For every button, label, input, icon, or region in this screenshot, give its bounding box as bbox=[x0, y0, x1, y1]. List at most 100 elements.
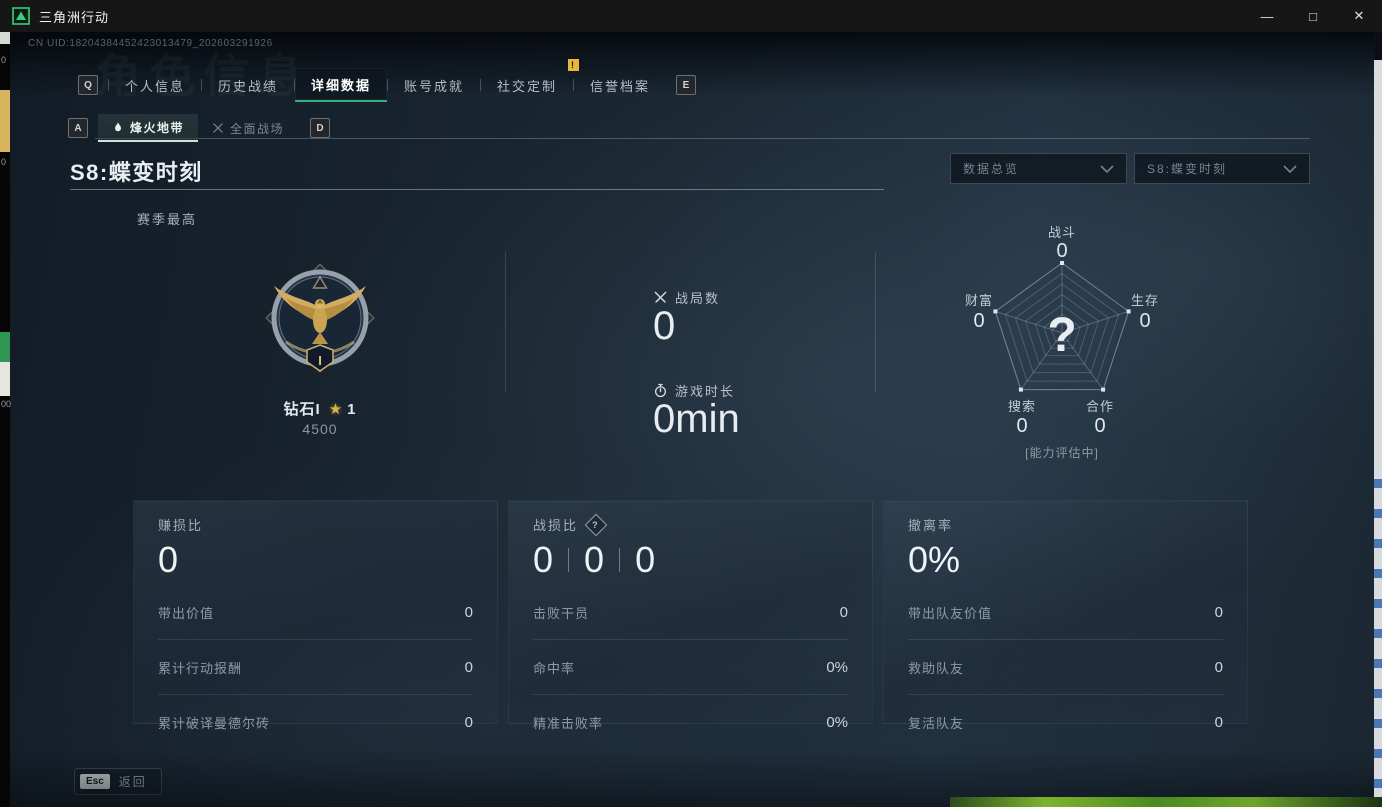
stat-value: 0 bbox=[464, 658, 473, 676]
chevron-down-icon bbox=[1283, 164, 1297, 173]
key-hint-q: Q bbox=[78, 75, 98, 95]
stat-label: 带出队友价值 bbox=[908, 605, 993, 621]
rank-tier-numeral: I bbox=[318, 353, 322, 368]
ability-radar-chart: ? 战斗 0 生存 0 合作 0 搜索 0 财富 0 [能力评估中] bbox=[912, 218, 1212, 468]
subtab-full-battlefield[interactable]: 全面战场 bbox=[198, 115, 298, 141]
kd-part: 0 bbox=[635, 539, 656, 580]
card-big-value: 0% bbox=[908, 539, 961, 580]
radar-center-placeholder: ? bbox=[1047, 309, 1076, 362]
desktop-edge-left: 0 0 00 bbox=[0, 32, 12, 807]
subtab-hazard-zone-label: 烽火地带 bbox=[130, 120, 185, 135]
data-scope-dropdown[interactable]: 数据总览 bbox=[950, 153, 1127, 184]
stat-row: 精准击败率 0% bbox=[533, 695, 848, 749]
card-rows: 带出价值 0 累计行动报酬 0 累计破译曼德尔砖 0 bbox=[158, 585, 473, 749]
ghost-watermark-text: 角色信息 bbox=[95, 50, 311, 102]
chevron-down-icon bbox=[1100, 164, 1114, 173]
player-uid: CN UID:18204384452423013479_202603291926 bbox=[28, 38, 273, 49]
rank-points: 4500 bbox=[302, 421, 338, 437]
card-extraction-rate: 撤离率 0% 带出队友价值 0 救助队友 0 复活队友 0 bbox=[883, 500, 1248, 731]
season-select-dropdown-value: S8:蝶变时刻 bbox=[1147, 162, 1228, 176]
stat-value: 0 bbox=[1214, 603, 1223, 621]
kd-part: 0 bbox=[533, 539, 554, 580]
row-divider bbox=[533, 639, 848, 640]
tab-separator bbox=[201, 79, 202, 91]
close-button[interactable]: ✕ bbox=[1353, 8, 1365, 23]
tab-separator bbox=[294, 79, 295, 91]
season-high-label: 赛季最高 bbox=[137, 212, 198, 227]
tab-separator bbox=[480, 79, 481, 91]
window-title: 三角洲行动 bbox=[39, 9, 110, 25]
delta-force-logo-icon bbox=[12, 7, 30, 25]
data-scope-dropdown-value: 数据总览 bbox=[963, 162, 1020, 176]
main-tabbar: Q 个人信息 历史战绩 详细数据 账号成就 社交定制 ! 信誉档案 E bbox=[68, 59, 706, 102]
key-hint-a: A bbox=[68, 118, 88, 138]
stopwatch-icon bbox=[654, 383, 667, 398]
tab-social-customization[interactable]: 社交定制 ! bbox=[481, 59, 579, 102]
season-title: S8:蝶变时刻 bbox=[70, 160, 203, 185]
stat-value: 0 bbox=[839, 603, 848, 621]
stat-row: 命中率 0% bbox=[533, 640, 848, 694]
stat-row: 击败干员 0 bbox=[533, 585, 848, 639]
alert-badge: ! bbox=[568, 59, 579, 71]
minimize-button[interactable]: — bbox=[1260, 8, 1274, 24]
desktop-fragment-text: 00 bbox=[1, 399, 12, 409]
desktop-fragment bbox=[0, 90, 10, 152]
flame-icon bbox=[115, 121, 121, 131]
desktop-fragment bbox=[1374, 458, 1382, 788]
stat-value: 0% bbox=[826, 713, 848, 731]
stat-label: 精准击败率 bbox=[533, 715, 604, 731]
help-icon-glyph: ? bbox=[592, 519, 600, 530]
star-icon: ★ bbox=[328, 401, 344, 418]
card-big-value: 0 0 0 bbox=[533, 538, 848, 582]
stat-value: 0% bbox=[826, 658, 848, 676]
kd-part: 0 bbox=[584, 539, 605, 580]
playtime-label: 游戏时长 bbox=[675, 384, 736, 399]
stat-label: 累计破译曼德尔砖 bbox=[158, 715, 271, 731]
stat-row: 带出队友价值 0 bbox=[908, 585, 1223, 639]
battles-value: 0 bbox=[653, 304, 676, 348]
desktop-edge-right bbox=[1374, 60, 1382, 797]
radar-axis-search-label: 搜索 bbox=[1007, 399, 1036, 414]
tab-reputation-archive[interactable]: 信誉档案 bbox=[589, 78, 650, 94]
rank-star-count: 1 bbox=[347, 401, 357, 418]
battles-label-row: 战局数 bbox=[653, 288, 720, 307]
card-title: 撤离率 bbox=[908, 518, 954, 533]
tab-history-record[interactable]: 历史战绩 bbox=[217, 78, 278, 94]
stat-label: 命中率 bbox=[533, 660, 576, 676]
subtab-hazard-zone[interactable]: 烽火地带 bbox=[98, 114, 199, 142]
stat-value: 0 bbox=[1214, 713, 1223, 731]
radar-axis-wealth-label: 财富 bbox=[964, 293, 993, 308]
help-icon[interactable]: ? bbox=[584, 513, 608, 536]
game-window: CN UID:18204384452423013479_202603291926… bbox=[10, 32, 1374, 807]
card-rows: 击败干员 0 命中率 0% 精准击败率 0% bbox=[533, 585, 848, 749]
stat-row: 救助队友 0 bbox=[908, 640, 1223, 694]
crossed-rifles-icon bbox=[213, 123, 223, 133]
desktop-fragment bbox=[0, 32, 10, 44]
tab-account-achievements[interactable]: 账号成就 bbox=[403, 78, 464, 94]
tab-detailed-data[interactable]: 详细数据 bbox=[295, 68, 387, 102]
radar-axis-survival-value: 0 bbox=[1139, 310, 1151, 332]
radar-status: [能力评估中] bbox=[1025, 446, 1099, 460]
window-controls: — □ ✕ bbox=[1244, 0, 1382, 32]
section-divider bbox=[70, 189, 884, 190]
stat-label: 复活队友 bbox=[908, 715, 965, 731]
row-divider bbox=[908, 639, 1223, 640]
stat-row: 带出价值 0 bbox=[158, 585, 473, 639]
key-hint-d: D bbox=[310, 118, 331, 138]
tabbar-underline bbox=[95, 138, 1310, 139]
esc-key-badge: Esc bbox=[80, 774, 110, 789]
playtime-label-row: 游戏时长 bbox=[653, 381, 735, 400]
radar-axis-combat-value: 0 bbox=[1056, 240, 1068, 262]
stat-row: 累计破译曼德尔砖 0 bbox=[158, 695, 473, 749]
card-profit-loss: 赚损比 0 带出价值 0 累计行动报酬 0 累计破译曼德尔砖 0 bbox=[133, 500, 498, 731]
back-button[interactable]: Esc 返回 bbox=[74, 768, 162, 795]
tab-personal-info[interactable]: 个人信息 bbox=[124, 78, 185, 94]
radar-axis-search-value: 0 bbox=[1016, 415, 1028, 437]
maximize-button[interactable]: □ bbox=[1309, 8, 1317, 24]
stat-label: 击败干员 bbox=[533, 605, 590, 621]
row-divider bbox=[158, 694, 473, 695]
value-separator bbox=[619, 548, 621, 572]
card-title-row: 战损比 ? bbox=[533, 513, 848, 536]
season-select-dropdown[interactable]: S8:蝶变时刻 bbox=[1134, 153, 1310, 184]
main-tabs: 个人信息 历史战绩 详细数据 账号成就 社交定制 ! 信誉档案 bbox=[109, 59, 666, 102]
